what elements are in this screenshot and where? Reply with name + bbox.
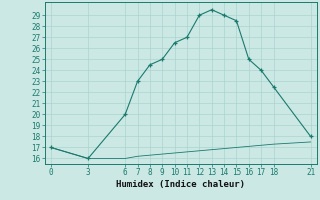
X-axis label: Humidex (Indice chaleur): Humidex (Indice chaleur) [116,180,245,189]
